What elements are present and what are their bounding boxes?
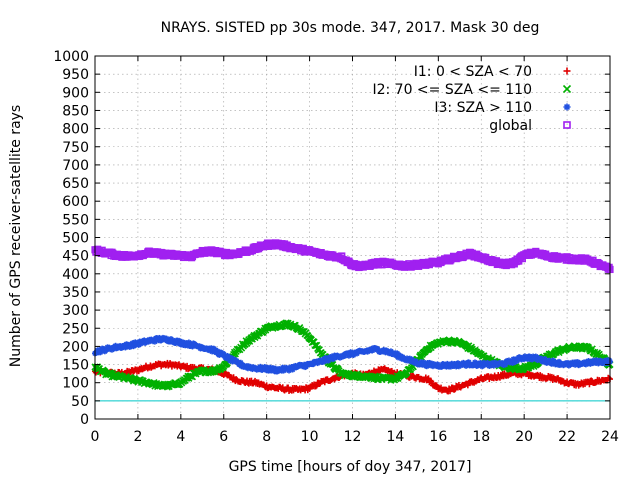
x-axis-label: GPS time [hours of doy 347, 2017] (229, 459, 472, 475)
series-2 (92, 334, 613, 375)
x-tick-label: 22 (558, 429, 576, 445)
y-tick-label: 250 (62, 321, 89, 337)
legend-marker (563, 103, 571, 111)
legend-label: global (489, 118, 532, 134)
data-points (91, 239, 614, 395)
y-tick-label: 150 (62, 358, 89, 374)
y-tick-label: 900 (62, 85, 89, 101)
y-tick-label: 450 (62, 249, 89, 265)
x-tick-label: 16 (429, 429, 447, 445)
legend-marker (563, 121, 571, 129)
x-tick-label: 24 (601, 429, 619, 445)
y-tick-label: 600 (62, 194, 89, 210)
y-tick-label: 400 (62, 267, 89, 283)
x-tick-label: 12 (344, 429, 362, 445)
x-tick-label: 6 (219, 429, 228, 445)
y-tick-label: 500 (62, 231, 89, 247)
y-tick-label: 100 (62, 376, 89, 392)
legend-label: I1: 0 < SZA < 70 (414, 64, 532, 80)
x-tick-label: 2 (133, 429, 142, 445)
x-tick-label: 20 (515, 429, 533, 445)
y-tick-label: 700 (62, 158, 89, 174)
y-tick-label: 550 (62, 212, 89, 228)
y-tick-label: 850 (62, 103, 89, 119)
y-tick-label: 300 (62, 303, 89, 319)
data-point (312, 383, 319, 390)
legend-marker (562, 84, 572, 94)
y-tick-label: 950 (62, 67, 89, 83)
y-tick-label: 350 (62, 285, 89, 301)
legend: I1: 0 < SZA < 70 I2: 70 <= SZA <= 110 I3: … (372, 64, 572, 134)
x-tick-label: 10 (301, 429, 319, 445)
legend-label: I3: SZA > 110 (434, 100, 532, 116)
x-tick-label: 8 (262, 429, 271, 445)
x-tick-label: 4 (176, 429, 185, 445)
y-tick-label: 650 (62, 176, 89, 192)
chart-title: NRAYS. SISTED pp 30s mode. 347, 2017. Ma… (161, 20, 540, 36)
y-tick-label: 200 (62, 339, 89, 355)
x-tick-label: 14 (387, 429, 405, 445)
y-tick-label: 1000 (53, 49, 89, 65)
y-axis-label: Number of GPS receiver-satellite rays (8, 105, 24, 367)
x-tick-label: 18 (472, 429, 490, 445)
data-point (451, 386, 458, 393)
y-tick-label: 0 (80, 412, 89, 428)
legend-marker (563, 67, 571, 75)
series-1 (91, 319, 614, 391)
data-point (586, 381, 593, 388)
y-tick-label: 50 (71, 394, 89, 410)
y-tick-label: 750 (62, 140, 89, 156)
axis-ticks: 0501001502002503003504004505005506006507… (53, 49, 619, 445)
legend-label: I2: 70 <= SZA <= 110 (372, 82, 532, 98)
x-tick-label: 0 (91, 429, 100, 445)
y-tick-label: 800 (62, 122, 89, 138)
